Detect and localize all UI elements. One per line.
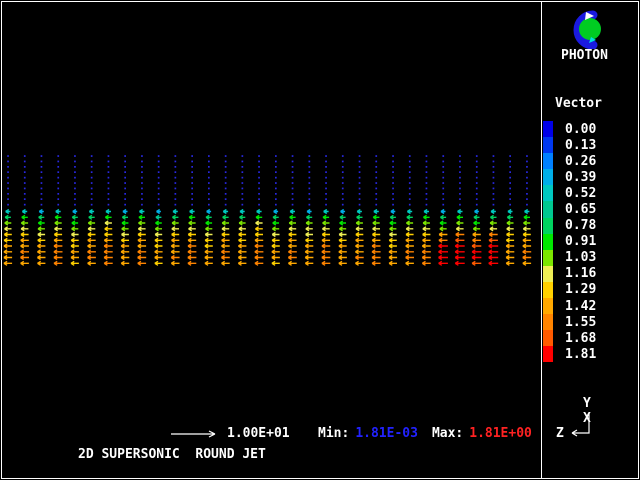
window-border bbox=[1, 1, 639, 479]
photon-window: 1.00E+01 Min:1.81E-03Max:1.81E+00 2D SUP… bbox=[0, 0, 640, 480]
panel-divider bbox=[541, 1, 542, 479]
